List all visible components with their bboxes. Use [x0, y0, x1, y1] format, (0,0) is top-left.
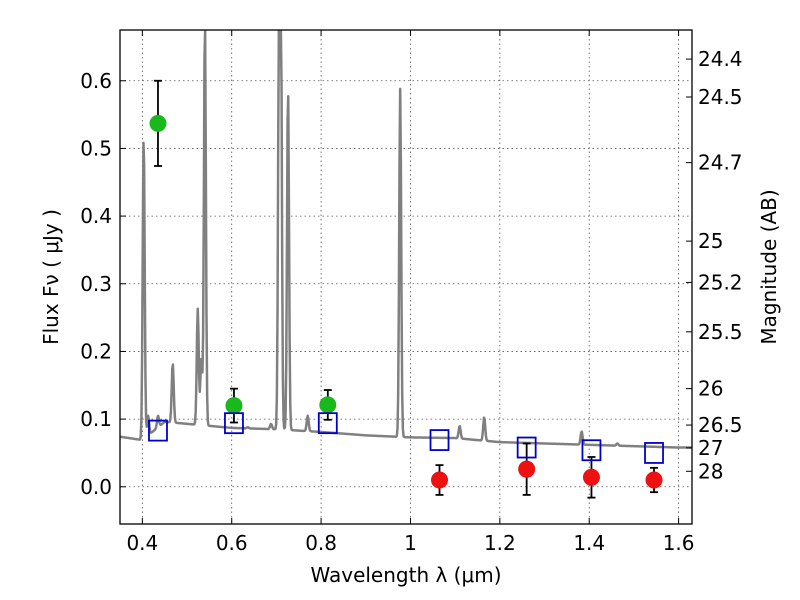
data-point	[582, 468, 600, 486]
model-photometry-square	[148, 419, 168, 442]
x-axis-label: Wavelength λ (μm)	[310, 563, 501, 587]
data-point	[518, 460, 536, 478]
right-tick-label: 24.4	[698, 47, 743, 71]
x-tick-label: 1.2	[484, 531, 516, 555]
model-photometry-square	[644, 442, 664, 464]
y-tick-label: 0.1	[80, 407, 112, 431]
data-point	[149, 114, 167, 132]
y-tick-label: 0.3	[80, 272, 112, 296]
model-photometry-square	[516, 436, 537, 459]
right-tick-label: 25	[698, 229, 723, 253]
right-tick-label: 24.7	[698, 151, 743, 175]
x-tick-label: 1.6	[663, 531, 695, 555]
y-tick-label: 0.0	[80, 475, 112, 499]
model-photometry-square	[224, 412, 244, 435]
data-point	[319, 396, 337, 414]
x-tick-label: 0.4	[126, 531, 158, 555]
spectrum-group	[120, 30, 692, 449]
right-tick-label: 26.5	[698, 413, 743, 437]
model-photometry-square	[429, 429, 450, 451]
y-tick-label: 0.4	[80, 204, 112, 228]
data-point	[225, 397, 243, 415]
data-point	[645, 471, 663, 489]
x-tick-label: 1.4	[573, 531, 605, 555]
right-axis-label: Magnitude (AB)	[757, 189, 781, 344]
right-tick-label: 27	[698, 436, 723, 460]
grid	[120, 30, 692, 524]
y-tick-label: 0.6	[80, 69, 112, 93]
right-tick-label: 24.5	[698, 85, 743, 109]
x-tick-label: 1	[404, 531, 417, 555]
x-tick-label: 0.8	[305, 531, 337, 555]
markers-group	[148, 79, 664, 499]
spectrum-line	[120, 30, 692, 449]
y-tick-label: 0.5	[80, 136, 112, 160]
ticks-group: 0.4 0.6 0.8 1 1.2 1.4 1.6 0.0 0.1 0.2 0.3 0.4 0.5 0.6…	[80, 30, 743, 555]
right-tick-label: 28	[698, 459, 723, 483]
model-photometry-square	[317, 412, 338, 435]
right-tick-label: 25.2	[698, 270, 743, 294]
data-point	[431, 471, 449, 489]
y-tick-label: 0.2	[80, 339, 112, 363]
plot-frame	[119, 29, 693, 525]
y-axis-label: Flux Fν ( μJy )	[39, 209, 63, 345]
model-photometry-square	[581, 439, 602, 462]
x-tick-label: 0.6	[216, 531, 248, 555]
right-tick-label: 25.5	[698, 320, 743, 344]
right-tick-label: 26	[698, 377, 723, 401]
